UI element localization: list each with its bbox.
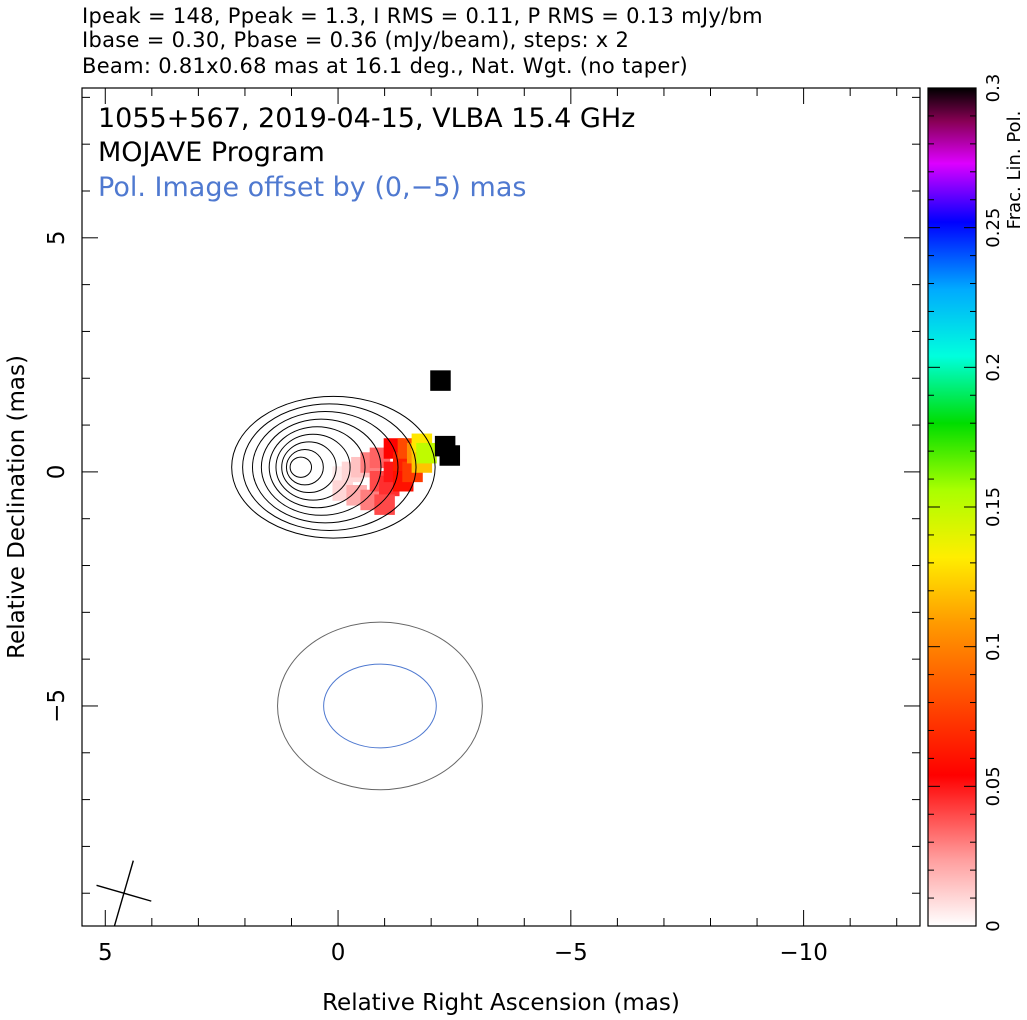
colorbar-tick-label: 0.2 <box>983 353 1004 382</box>
stokes-i-contour <box>252 411 399 524</box>
x-tick-label: 5 <box>98 940 113 966</box>
x-tick-labels: 5 0 −5 −10 <box>98 940 828 966</box>
colorbar-tick-label: 0.05 <box>983 766 1004 806</box>
stokes-i-contour <box>268 426 366 509</box>
stokes-i-contour <box>281 441 337 494</box>
pol-pixel <box>430 370 451 391</box>
colorbar-tick-label: 0.25 <box>983 208 1004 248</box>
plot-background <box>82 88 920 926</box>
stokes-i-contour <box>242 403 417 531</box>
header-line-2: Ibase = 0.30, Pbase = 0.36 (mJy/beam), s… <box>82 28 630 52</box>
colorbar-tick-label: 0 <box>983 920 1004 931</box>
pol-contour <box>277 621 483 791</box>
plot-area <box>81 87 921 927</box>
stokes-i-contour <box>275 433 351 501</box>
colorbar-ticks: 0 0.05 0.1 0.15 0.2 0.25 0.3 <box>928 74 1004 932</box>
x-tick-label: 0 <box>331 940 346 966</box>
header-line-1: Ipeak = 148, Ppeak = 1.3, I RMS = 0.11, … <box>82 4 763 28</box>
colorbar-tick-label: 0.15 <box>983 487 1004 527</box>
chart-subtitle: MOJAVE Program <box>98 137 325 168</box>
header-line-3: Beam: 0.81x0.68 mas at 16.1 deg., Nat. W… <box>82 54 689 78</box>
stokes-i-contour <box>289 456 313 478</box>
pol-offset-annotation: Pol. Image offset by (0,−5) mas <box>98 172 526 203</box>
beam-marker <box>96 860 152 927</box>
x-tick-label: −10 <box>779 940 828 966</box>
colorbar-tick-label: 0.3 <box>983 74 1004 103</box>
colorbar: 00.050.10.150.20.250.3 Frac. Lin. Pol. F… <box>927 74 1025 932</box>
y-tick-label: −5 <box>44 689 70 723</box>
pol-contour <box>323 663 437 749</box>
y-tick-labels: 5 0 −5 <box>44 230 70 722</box>
stokes-i-contour <box>260 418 382 516</box>
y-tick-label: 5 <box>44 230 70 245</box>
plot-frame <box>81 87 921 927</box>
y-tick-label: 0 <box>44 465 70 480</box>
pol-pixel <box>416 442 437 464</box>
colorbar-tick-label: 0.1 <box>983 632 1004 661</box>
axis-ticks <box>82 88 920 926</box>
pol-pixel <box>374 494 395 515</box>
beam-minor-axis <box>96 884 152 902</box>
x-tick-label: −5 <box>554 940 588 966</box>
stokes-i-contour <box>285 448 324 486</box>
chart-title: 1055+567, 2019-04-15, VLBA 15.4 GHz <box>98 103 635 134</box>
x-axis-label: Relative Right Ascension (mas) <box>322 990 680 1016</box>
colorbar-title: Frac. Lin. Pol. <box>1004 111 1025 230</box>
stokes-i-contour <box>231 395 436 539</box>
stokes-i-contours <box>231 395 483 791</box>
pol-pixel <box>439 445 461 466</box>
y-axis-label: Relative Declination (mas) <box>4 355 30 659</box>
